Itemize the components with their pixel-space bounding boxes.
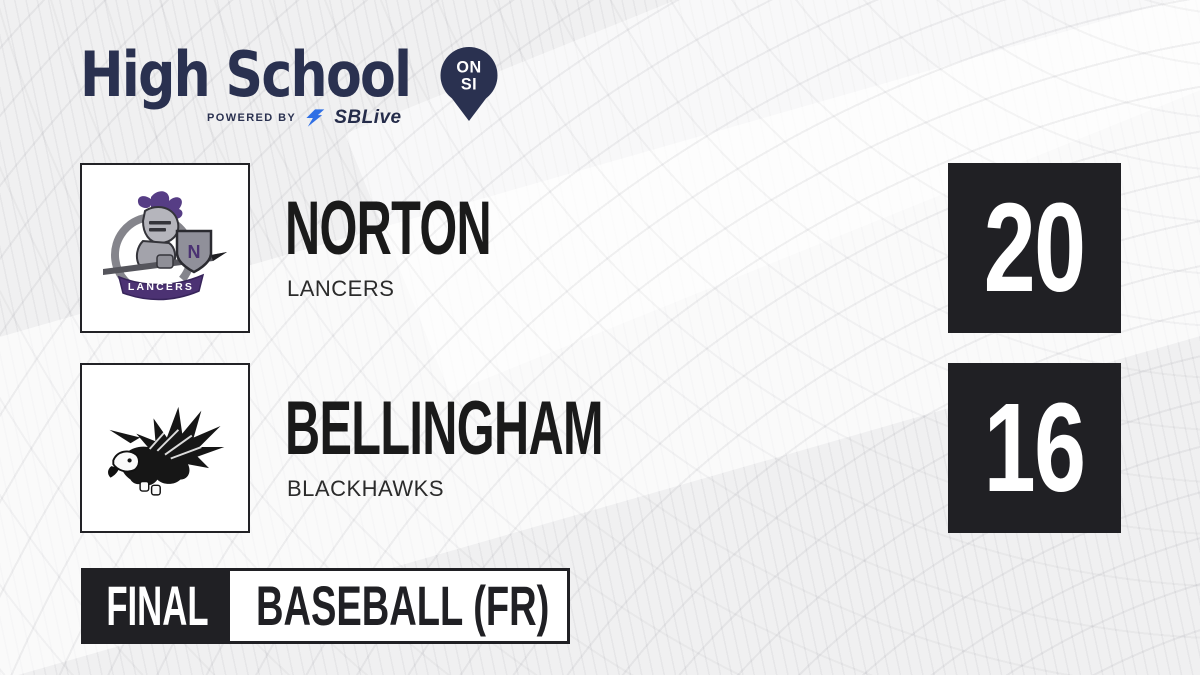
team-name: NORTON — [285, 186, 492, 271]
diving-blackhawk-mascot-logo-icon — [108, 406, 225, 496]
final-status-box: FINAL — [84, 571, 230, 641]
team-row-bellingham: BELLINGHAM BLACKHAWKS 16 — [80, 363, 1121, 533]
status-label: FINAL — [105, 574, 209, 637]
bellingham-text-block: BELLINGHAM BLACKHAWKS — [285, 363, 865, 533]
banner-text: LANCERS — [128, 281, 194, 293]
norton-logo-box: N LANCERS — [80, 163, 250, 333]
team-name: BELLINGHAM — [285, 386, 603, 471]
team-score: 16 — [984, 377, 1086, 518]
team-score: 20 — [984, 177, 1086, 318]
team-row-norton: N LANCERS NORTON LANCERS 20 — [80, 163, 1121, 333]
brand-title: High School — [80, 38, 412, 111]
powered-by-label: POWERED BY — [207, 112, 297, 124]
powered-by-row: POWERED BY SBLive — [207, 107, 402, 129]
on-si-pin-logo-icon: ON SI — [440, 46, 498, 122]
shield-letter: N — [188, 242, 201, 262]
sblive-wordmark: SBLive — [334, 107, 402, 128]
sblive-bolt-icon — [306, 109, 325, 127]
pin-badge-line1: ON — [456, 59, 481, 77]
team-mascot: LANCERS — [287, 276, 395, 301]
norton-text-block: NORTON LANCERS — [285, 163, 865, 333]
pin-badge-line2: SI — [461, 76, 477, 94]
norton-score-box: 20 — [948, 163, 1121, 333]
status-bar: FINAL BASEBALL (FR) — [81, 568, 570, 644]
team-mascot: BLACKHAWKS — [287, 476, 445, 501]
bellingham-score-box: 16 — [948, 363, 1121, 533]
bellingham-logo-box — [80, 363, 250, 533]
event-label: BASEBALL (FR) — [256, 574, 550, 637]
event-section: BASEBALL (FR) — [230, 571, 687, 641]
knight-lancer-mascot-logo-icon: N LANCERS — [103, 191, 227, 301]
